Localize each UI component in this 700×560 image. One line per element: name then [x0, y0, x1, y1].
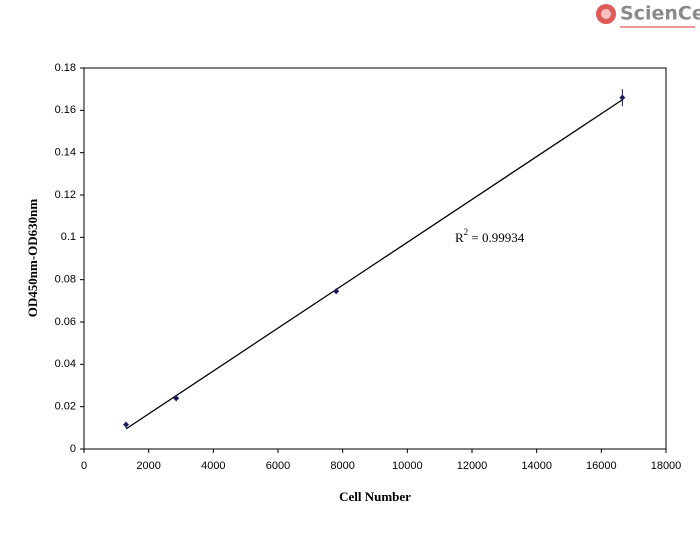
r-base: R — [455, 230, 464, 245]
point — [333, 288, 340, 295]
plot-frame — [83, 67, 667, 450]
r-sup: 2 — [464, 227, 469, 237]
x-tick-label: 4000 — [201, 460, 225, 472]
y-axis-title: OD450nm-OD630nm — [25, 199, 40, 318]
logo: ScienCell — [596, 3, 700, 28]
y-tick-label: 0.04 — [55, 358, 76, 370]
x-axis-title: Cell Number — [339, 489, 411, 504]
x-tick-label: 18000 — [651, 460, 682, 472]
x-tick-label: 14000 — [521, 460, 552, 472]
x-tick-label: 2000 — [136, 460, 160, 472]
r-squared: R2 = 0.99934 — [455, 227, 525, 245]
y-tick-label: 0.1 — [61, 231, 76, 243]
x-tick-label: 8000 — [330, 460, 354, 472]
point — [173, 395, 180, 402]
x-tick-label: 12000 — [457, 460, 488, 472]
y-tick-label: 0.12 — [55, 189, 76, 201]
x-tick-label: 6000 — [266, 460, 290, 472]
y-tick-label: 0.08 — [55, 274, 76, 286]
y-tick-label: 0 — [70, 443, 76, 455]
y-tick-label: 0.16 — [55, 104, 76, 116]
x-tick-label: 16000 — [586, 460, 617, 472]
logo-text: ScienCell — [620, 3, 700, 25]
r-value: = 0.99934 — [468, 230, 525, 245]
point — [619, 94, 626, 101]
y-tick-label: 0.14 — [55, 147, 76, 159]
point — [123, 421, 130, 428]
logo-icon-inner — [601, 9, 611, 19]
trendline — [125, 99, 623, 430]
y-tick-label: 0.02 — [55, 401, 76, 413]
x-tick-label: 10000 — [392, 460, 423, 472]
y-tick-label: 0.06 — [55, 316, 76, 328]
y-tick-label: 0.18 — [55, 62, 76, 74]
x-tick-label: 0 — [81, 460, 87, 472]
